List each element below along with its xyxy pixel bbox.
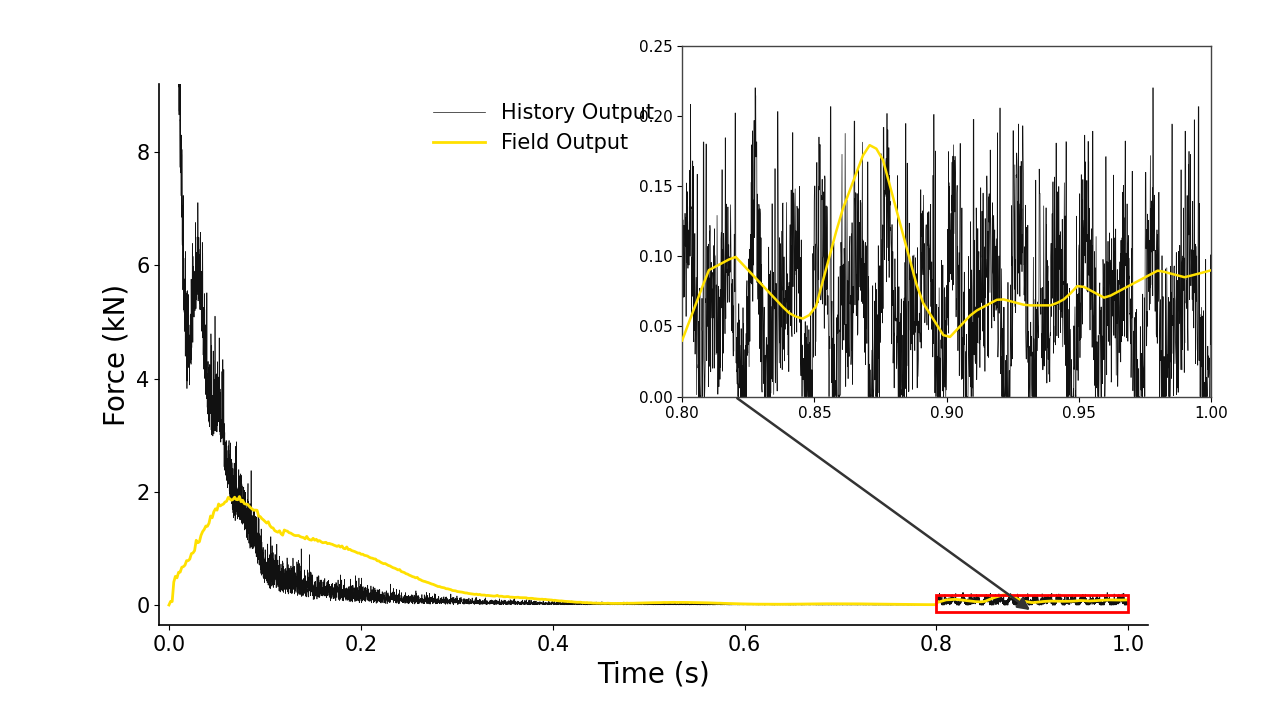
Field Output	[922, 600, 937, 609]
History Output	[162, 63, 177, 72]
Field Output	[792, 600, 807, 608]
History Output	[543, 598, 558, 607]
Field Output	[237, 499, 252, 508]
Field Output	[743, 600, 759, 608]
History Output	[1121, 596, 1136, 604]
Field Output	[951, 595, 966, 604]
History Output	[421, 597, 436, 605]
Field Output	[1121, 596, 1136, 604]
Bar	[936, 595, 1128, 611]
Legend: History Output, Field Output: History Output, Field Output	[425, 95, 663, 161]
History Output	[324, 586, 339, 595]
X-axis label: Time (s): Time (s)	[597, 660, 710, 688]
History Output	[933, 595, 949, 603]
Y-axis label: Force (kN): Force (kN)	[103, 284, 131, 425]
Line: History Output: History Output	[170, 67, 1128, 605]
Field Output	[168, 572, 184, 581]
Field Output	[162, 601, 177, 609]
History Output	[446, 597, 462, 606]
Line: Field Output: Field Output	[170, 496, 1128, 605]
History Output	[348, 595, 363, 604]
Field Output	[232, 492, 247, 501]
History Output	[935, 601, 950, 609]
